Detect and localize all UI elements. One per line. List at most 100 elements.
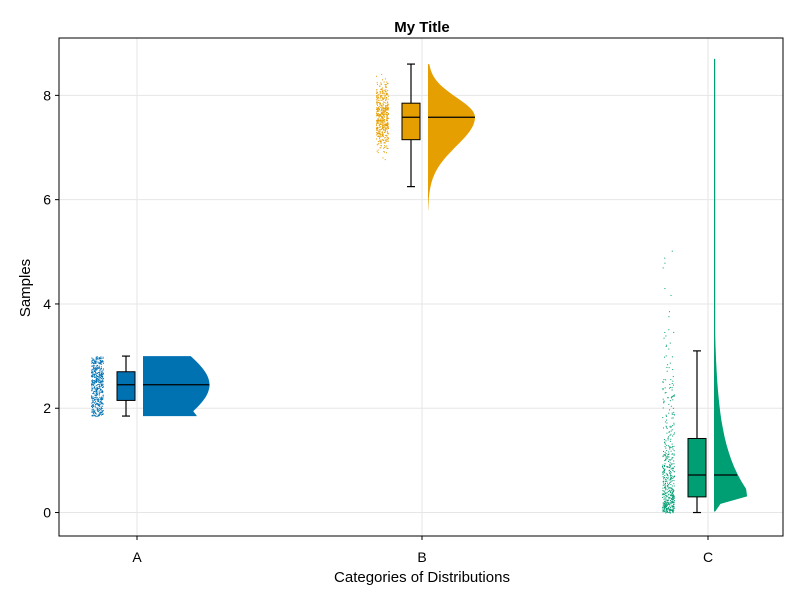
rain-point [380,123,382,125]
rain-point [670,505,672,507]
rain-point [662,456,664,458]
rain-point [100,391,102,393]
rain-point [384,147,386,149]
rain-point [668,490,670,492]
rain-point [669,505,671,507]
rain-point [378,113,380,115]
rain-point [93,362,95,364]
rain-point [381,109,383,111]
rain-point [665,414,667,416]
rain-point [386,128,388,130]
rain-point [666,480,668,482]
rain-point [377,83,379,85]
rain-point [92,406,94,408]
rain-point [667,500,669,502]
rain-point [95,377,97,379]
rain-point [666,499,668,501]
rain-point [379,120,381,122]
rain-point [98,362,100,364]
rain-point [381,95,383,97]
rain-point [666,503,668,505]
rain-point [94,397,96,399]
rain-point [664,454,666,456]
rain-point [669,447,671,449]
rain-point [92,372,94,374]
rain-point [386,136,388,138]
rain-point [666,419,668,421]
rain-point [91,360,93,362]
rain-point [100,375,102,377]
rain-point [668,498,670,500]
rain-point [666,477,668,479]
rain-point [668,459,670,461]
rain-point [380,133,382,135]
rain-point [673,509,675,511]
rain-point [665,493,667,495]
rain-point [93,383,95,385]
rain-point [673,490,675,492]
rain-point [382,103,384,105]
rain-point [665,508,667,510]
rain-point [95,395,97,397]
rain-point [670,405,672,407]
rain-point [379,119,381,121]
rain-point [95,389,97,391]
rain-point [99,367,101,369]
rain-point [376,91,378,93]
rain-point [376,129,378,131]
rain-point [668,482,670,484]
rain-point [668,467,670,469]
rain-point [378,124,380,126]
rain-point [666,466,668,468]
rain-point [101,396,103,398]
rain-point [384,105,386,107]
rain-point [382,128,384,130]
rain-point [99,400,101,402]
rain-point [376,112,378,114]
rain-point [672,435,674,437]
rain-point [664,501,666,503]
rain-point [668,412,670,414]
rain-point [387,109,389,111]
rain-point [672,369,674,371]
rain-point [670,477,672,479]
rain-point [664,331,666,333]
box-plots [116,63,707,514]
rain-point [91,379,93,381]
rain-point [99,405,101,407]
rain-point [664,455,666,457]
rain-point [97,380,99,382]
rain-point [94,368,96,370]
rain-point [96,369,98,371]
rain-point [97,399,99,401]
rain-point [384,123,386,125]
rain-point [377,126,379,128]
rain-point [100,356,102,358]
rain-point [670,507,672,509]
rain-point [102,392,104,394]
rain-point [379,102,381,104]
rain-point [102,373,104,375]
rain-point [667,476,669,478]
rain-point [94,374,96,376]
rain-point [96,386,98,388]
rain-point [379,113,381,115]
y-tick-label: 8 [43,87,51,103]
rain-point [665,481,667,483]
rain-point [101,402,103,404]
rain-point [662,398,664,400]
rain-point [385,94,387,96]
rain-point [377,122,379,124]
rain-point [97,384,99,386]
rain-point [382,135,384,137]
rain-point [101,363,103,365]
rain-point [94,390,96,392]
rain-point [91,384,93,386]
rain-point [667,503,669,505]
rain-point [664,441,666,443]
rain-point [383,131,385,133]
rain-point [383,115,385,117]
rain-point [663,337,665,339]
rain-point [386,138,388,140]
rain-point [98,365,100,367]
